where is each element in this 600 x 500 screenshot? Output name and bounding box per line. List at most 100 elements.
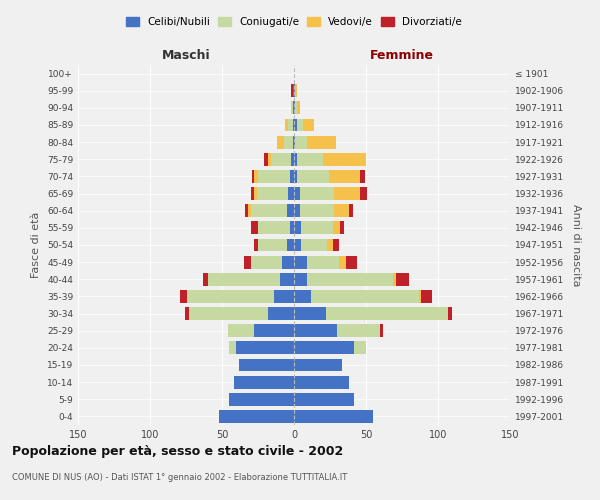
Bar bbox=[254, 170, 258, 183]
Bar bbox=[293, 136, 294, 148]
Bar bbox=[333, 238, 338, 252]
Bar bbox=[294, 222, 301, 234]
Bar bbox=[239, 358, 294, 372]
Bar bbox=[297, 170, 329, 183]
Bar bbox=[208, 273, 280, 285]
Bar bbox=[337, 324, 380, 337]
Text: Femmine: Femmine bbox=[370, 48, 434, 62]
Bar bbox=[294, 170, 297, 183]
Bar bbox=[294, 187, 300, 200]
Bar bbox=[294, 102, 295, 114]
Bar bbox=[421, 290, 432, 303]
Bar bbox=[297, 118, 302, 132]
Bar bbox=[346, 256, 358, 268]
Bar bbox=[251, 187, 254, 200]
Bar bbox=[307, 256, 338, 268]
Bar bbox=[254, 324, 294, 337]
Bar bbox=[291, 102, 293, 114]
Bar bbox=[268, 153, 271, 166]
Bar bbox=[291, 153, 294, 166]
Bar bbox=[360, 187, 367, 200]
Bar bbox=[307, 273, 394, 285]
Bar bbox=[338, 256, 346, 268]
Bar bbox=[258, 222, 290, 234]
Bar bbox=[251, 256, 283, 268]
Bar bbox=[294, 393, 355, 406]
Bar bbox=[355, 342, 366, 354]
Bar bbox=[244, 256, 251, 268]
Bar bbox=[264, 153, 268, 166]
Bar bbox=[189, 307, 268, 320]
Bar bbox=[448, 307, 452, 320]
Bar bbox=[236, 342, 294, 354]
Bar bbox=[258, 170, 290, 183]
Bar bbox=[228, 324, 254, 337]
Bar bbox=[334, 187, 360, 200]
Bar bbox=[288, 118, 293, 132]
Bar bbox=[301, 238, 327, 252]
Bar bbox=[245, 204, 248, 217]
Bar bbox=[252, 170, 254, 183]
Bar bbox=[180, 290, 187, 303]
Bar bbox=[294, 118, 297, 132]
Bar bbox=[254, 187, 257, 200]
Bar bbox=[323, 153, 366, 166]
Bar bbox=[257, 187, 288, 200]
Bar bbox=[287, 204, 294, 217]
Bar bbox=[290, 170, 294, 183]
Text: COMUNE DI NUS (AO) - Dati ISTAT 1° gennaio 2002 - Elaborazione TUTTITALIA.IT: COMUNE DI NUS (AO) - Dati ISTAT 1° genna… bbox=[12, 472, 347, 482]
Bar bbox=[293, 118, 294, 132]
Bar bbox=[300, 187, 334, 200]
Bar bbox=[295, 84, 297, 97]
Bar bbox=[419, 290, 421, 303]
Bar bbox=[293, 84, 294, 97]
Bar bbox=[293, 102, 294, 114]
Bar bbox=[380, 324, 383, 337]
Bar bbox=[251, 204, 287, 217]
Bar bbox=[294, 290, 311, 303]
Bar bbox=[248, 204, 251, 217]
Bar bbox=[254, 238, 258, 252]
Bar bbox=[294, 153, 297, 166]
Bar bbox=[268, 307, 294, 320]
Bar bbox=[291, 84, 293, 97]
Bar bbox=[271, 153, 291, 166]
Bar bbox=[185, 307, 189, 320]
Bar bbox=[327, 238, 333, 252]
Bar bbox=[307, 136, 336, 148]
Text: Popolazione per età, sesso e stato civile - 2002: Popolazione per età, sesso e stato civil… bbox=[12, 445, 343, 458]
Bar bbox=[297, 153, 323, 166]
Bar bbox=[258, 238, 287, 252]
Bar bbox=[294, 256, 307, 268]
Bar bbox=[294, 84, 295, 97]
Bar bbox=[329, 170, 360, 183]
Bar bbox=[340, 222, 344, 234]
Bar bbox=[203, 273, 208, 285]
Bar bbox=[311, 290, 419, 303]
Bar bbox=[274, 290, 294, 303]
Bar bbox=[294, 376, 349, 388]
Bar bbox=[294, 204, 300, 217]
Bar bbox=[334, 204, 349, 217]
Bar bbox=[294, 324, 337, 337]
Y-axis label: Fasce di età: Fasce di età bbox=[31, 212, 41, 278]
Bar bbox=[233, 376, 294, 388]
Bar bbox=[290, 222, 294, 234]
Bar bbox=[294, 273, 307, 285]
Text: Maschi: Maschi bbox=[161, 48, 211, 62]
Legend: Celibi/Nubili, Coniugati/e, Vedovi/e, Divorziati/e: Celibi/Nubili, Coniugati/e, Vedovi/e, Di… bbox=[122, 12, 466, 31]
Bar bbox=[360, 170, 365, 183]
Bar bbox=[295, 102, 297, 114]
Bar bbox=[396, 273, 409, 285]
Bar bbox=[280, 273, 294, 285]
Bar bbox=[251, 222, 258, 234]
Bar bbox=[294, 410, 373, 423]
Bar bbox=[295, 136, 307, 148]
Bar bbox=[326, 307, 448, 320]
Bar bbox=[301, 222, 333, 234]
Bar bbox=[294, 307, 326, 320]
Bar bbox=[302, 118, 314, 132]
Bar bbox=[288, 187, 294, 200]
Bar bbox=[294, 358, 341, 372]
Bar bbox=[297, 102, 300, 114]
